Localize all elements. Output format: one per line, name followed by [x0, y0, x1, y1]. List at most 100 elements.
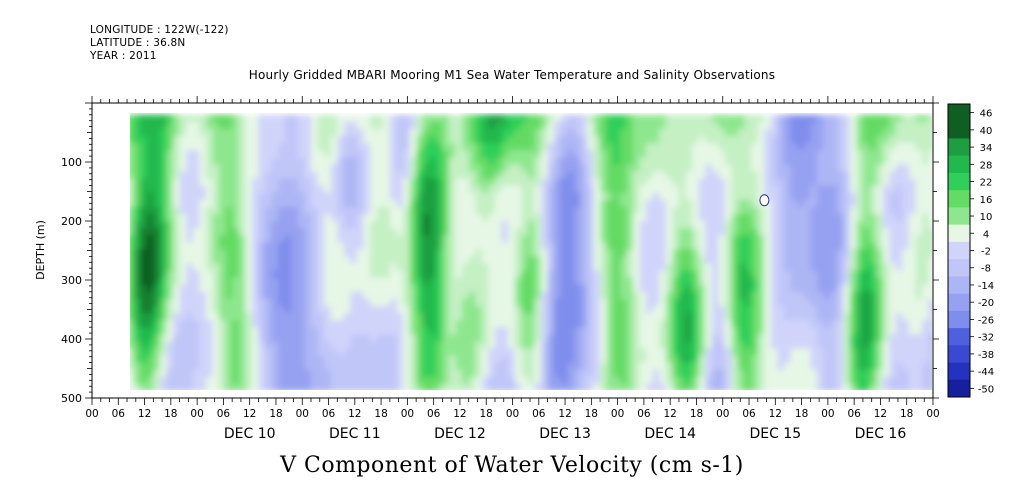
heatmap-cell	[357, 263, 365, 272]
heatmap-cell	[205, 334, 214, 342]
heatmap-cell	[849, 249, 857, 257]
heatmap-cell	[389, 291, 398, 300]
heatmap-cell	[435, 178, 443, 187]
heatmap-cell	[409, 334, 417, 342]
heatmap-cell	[619, 235, 627, 243]
heatmap-cell	[541, 185, 549, 194]
heatmap-cell	[665, 383, 673, 390]
heatmap-cell	[475, 213, 483, 222]
heatmap-cell	[422, 369, 430, 378]
heatmap-cell	[751, 249, 759, 257]
heatmap-cell	[521, 121, 529, 130]
heatmap-cell	[179, 313, 187, 321]
heatmap-cell	[816, 334, 825, 342]
heatmap-cell	[639, 206, 647, 215]
heatmap-cell	[153, 143, 161, 151]
heatmap-cell	[232, 369, 240, 378]
heatmap-cell	[922, 185, 930, 194]
heatmap-cell	[626, 171, 634, 180]
heatmap-cell	[902, 348, 910, 357]
heatmap-cell	[376, 334, 384, 342]
heatmap-cell	[613, 320, 621, 328]
heatmap-cell	[613, 263, 621, 272]
heatmap-cell	[455, 291, 463, 300]
heatmap-cell	[876, 348, 884, 357]
heatmap-cell	[350, 185, 358, 194]
heatmap-cell	[225, 376, 233, 385]
heatmap-cell	[297, 136, 306, 144]
heatmap-cell	[619, 178, 627, 187]
heatmap-cell	[389, 383, 398, 390]
heatmap-cell	[495, 362, 503, 371]
heatmap-cell	[738, 291, 746, 300]
heatmap-cell	[580, 376, 588, 385]
heatmap-cell	[324, 270, 332, 279]
heatmap-cell	[468, 348, 476, 357]
heatmap-cell	[462, 277, 470, 286]
heatmap-cell	[777, 348, 785, 357]
heatmap-cell	[751, 150, 759, 158]
heatmap-cell	[790, 263, 798, 272]
heatmap-cell	[928, 192, 932, 201]
heatmap-cell	[816, 341, 825, 350]
heatmap-cell	[830, 277, 838, 286]
heatmap-cell	[245, 341, 253, 350]
heatmap-cell	[652, 376, 660, 385]
heatmap-cell	[797, 277, 805, 286]
heatmap-cell	[856, 376, 864, 385]
heatmap-cell	[317, 348, 325, 357]
heatmap-cell	[626, 313, 634, 321]
heatmap-cell	[751, 277, 759, 286]
heatmap-cell	[757, 298, 765, 307]
heatmap-cell	[442, 178, 450, 187]
heatmap-cell	[291, 298, 299, 307]
heatmap-cell	[383, 164, 391, 173]
heatmap-cell	[724, 206, 733, 215]
heatmap-cell	[416, 320, 424, 328]
heatmap-cell	[606, 242, 614, 250]
heatmap-cell	[567, 284, 575, 293]
heatmap-cell	[495, 143, 503, 151]
heatmap-cell	[587, 249, 595, 257]
heatmap-cell	[613, 228, 621, 236]
heatmap-cell	[146, 185, 154, 194]
heatmap-cell	[521, 157, 529, 165]
heatmap-cell	[442, 376, 450, 385]
heatmap-cell	[560, 341, 568, 350]
heatmap-cell	[770, 362, 779, 371]
heatmap-cell	[678, 313, 687, 321]
heatmap-cell	[646, 362, 654, 371]
heatmap-cell	[317, 334, 325, 342]
heatmap-cell	[153, 192, 161, 201]
heatmap-cell	[363, 291, 371, 300]
heatmap-cell	[245, 178, 253, 187]
heatmap-cell	[278, 121, 286, 130]
heatmap-cell	[416, 376, 424, 385]
heatmap-cell	[179, 178, 187, 187]
heatmap-cell	[744, 348, 752, 357]
heatmap-cell	[396, 150, 404, 158]
heatmap-cell	[580, 206, 588, 215]
heatmap-cell	[304, 383, 312, 390]
heatmap-cell	[803, 213, 811, 222]
heatmap-cell	[619, 383, 627, 390]
heatmap-cell	[468, 320, 476, 328]
heatmap-cell	[541, 263, 549, 272]
heatmap-cell	[488, 213, 496, 222]
heatmap-cell	[501, 263, 509, 272]
heatmap-cell	[685, 348, 693, 357]
heatmap-cell	[514, 256, 522, 265]
heatmap-cell	[659, 376, 667, 385]
heatmap-cell	[357, 348, 365, 357]
heatmap-cell	[705, 171, 713, 180]
heatmap-cell	[324, 185, 332, 194]
heatmap-cell	[816, 327, 825, 335]
heatmap-cell	[665, 199, 673, 208]
heatmap-cell	[488, 284, 496, 293]
heatmap-cell	[376, 199, 384, 208]
heatmap-cell	[843, 291, 851, 300]
heatmap-cell	[724, 341, 733, 350]
heatmap-cell	[908, 249, 917, 257]
heatmap-cell	[140, 263, 148, 272]
heatmap-cell	[429, 114, 437, 123]
